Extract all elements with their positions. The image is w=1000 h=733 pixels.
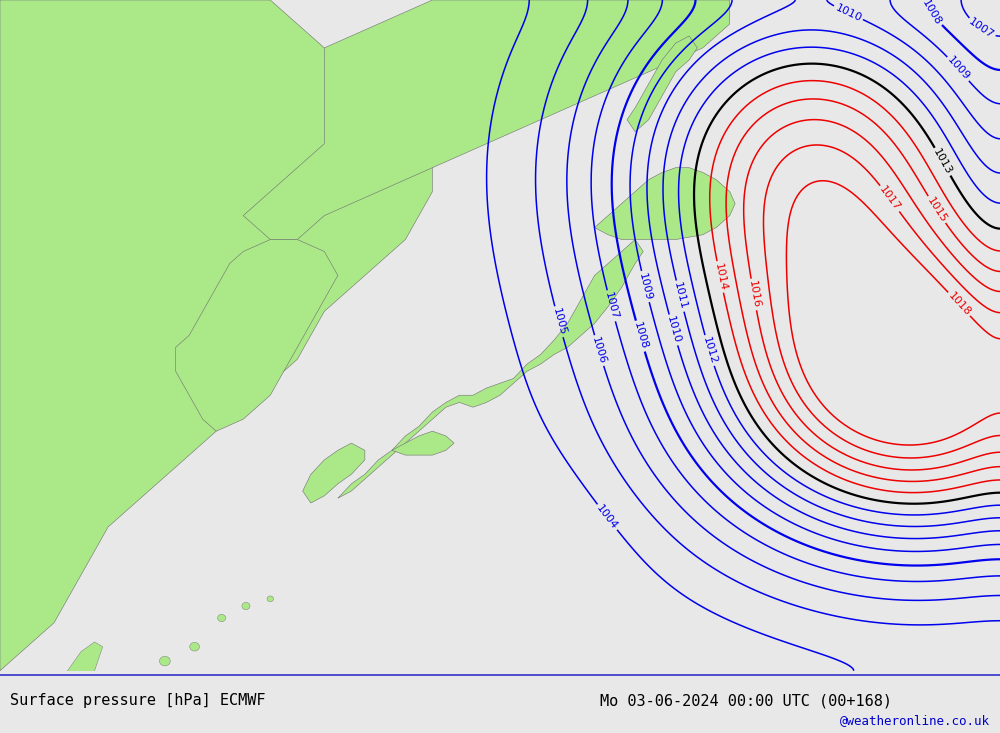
Circle shape — [218, 614, 226, 622]
Text: Mo 03-06-2024 00:00 UTC (00+168): Mo 03-06-2024 00:00 UTC (00+168) — [600, 693, 892, 708]
Text: Surface pressure [hPa] ECMWF: Surface pressure [hPa] ECMWF — [10, 693, 266, 708]
Text: 1008: 1008 — [920, 0, 943, 27]
Text: 1007: 1007 — [603, 291, 620, 321]
Polygon shape — [243, 0, 730, 240]
Text: 1008: 1008 — [632, 321, 649, 351]
Text: 1012: 1012 — [701, 336, 718, 366]
Polygon shape — [303, 443, 365, 503]
Circle shape — [190, 642, 199, 651]
Polygon shape — [0, 0, 432, 671]
Text: 1016: 1016 — [746, 280, 761, 309]
Text: 1017: 1017 — [877, 184, 902, 213]
Circle shape — [267, 596, 274, 602]
Circle shape — [159, 656, 170, 666]
Text: 1018: 1018 — [946, 290, 972, 318]
Text: @weatheronline.co.uk: @weatheronline.co.uk — [840, 714, 990, 727]
Text: 1010: 1010 — [665, 315, 682, 345]
Text: 1006: 1006 — [590, 336, 608, 365]
Polygon shape — [57, 642, 103, 699]
Text: 1011: 1011 — [672, 281, 688, 311]
Polygon shape — [392, 431, 454, 455]
Text: 1013: 1013 — [931, 147, 954, 177]
Text: 1009: 1009 — [637, 272, 654, 301]
Text: 1004: 1004 — [595, 503, 620, 531]
Text: 1015: 1015 — [925, 195, 948, 224]
Text: 1009: 1009 — [945, 55, 971, 83]
Polygon shape — [627, 36, 697, 132]
Polygon shape — [595, 168, 735, 240]
Polygon shape — [176, 240, 338, 431]
Text: 1005: 1005 — [550, 307, 567, 336]
Polygon shape — [338, 240, 643, 498]
Text: 1010: 1010 — [834, 2, 863, 23]
Circle shape — [242, 603, 250, 610]
Text: 1007: 1007 — [967, 17, 996, 41]
Text: 1014: 1014 — [712, 262, 728, 292]
